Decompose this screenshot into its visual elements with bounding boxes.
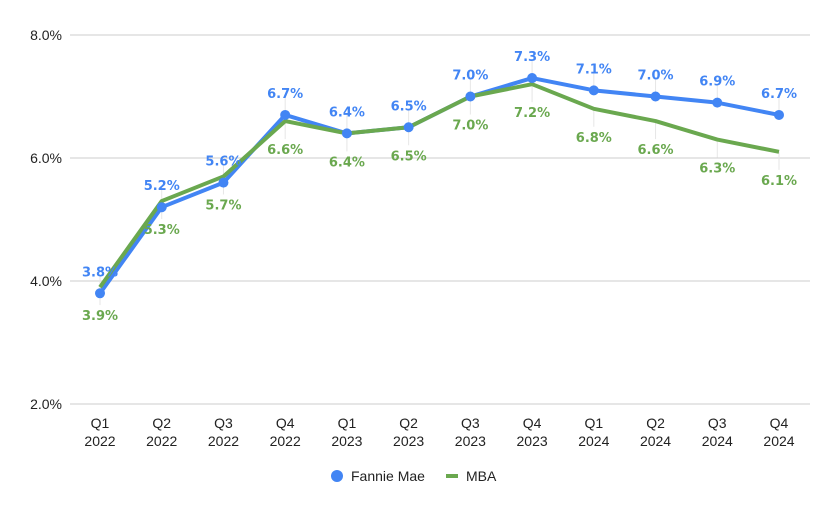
data-label: 6.5% (391, 149, 427, 164)
x-tick-label-year: 2024 (702, 433, 733, 449)
data-label: 7.2% (514, 106, 550, 121)
data-label: 7.0% (638, 69, 674, 84)
data-label: 7.1% (576, 62, 612, 77)
x-tick-label-quarter: Q1 (338, 415, 357, 431)
data-labels: 3.8% 5.2% 5.6% 6.7% 6.4% 6.5% 7.0% 7.3% 7.1% 7.0%… (82, 50, 797, 324)
x-tick-label-year: 2023 (517, 433, 548, 449)
x-tick-label-year: 2022 (84, 433, 115, 449)
data-label: 6.8% (576, 131, 612, 146)
data-label: 5.3% (144, 223, 180, 238)
data-point[interactable] (712, 97, 723, 108)
data-label: 6.3% (699, 162, 735, 177)
y-tick-label: 6.0% (30, 150, 62, 166)
series-line-mba (98, 82, 780, 289)
legend-marker-fannie-mae (331, 470, 343, 482)
gridlines (70, 34, 810, 405)
x-tick-label-quarter: Q3 (214, 415, 233, 431)
data-point[interactable] (774, 109, 784, 120)
data-point[interactable] (218, 177, 229, 188)
x-tick-label-quarter: Q3 (461, 415, 480, 431)
data-point[interactable] (341, 128, 352, 139)
data-label: 5.6% (205, 155, 241, 170)
y-tick-label: 4.0% (30, 273, 62, 289)
data-label: 6.7% (267, 87, 303, 102)
x-tick-label-quarter: Q2 (646, 415, 665, 431)
data-label: 3.9% (82, 309, 118, 324)
series-lines (95, 60, 784, 306)
data-label: 7.3% (514, 50, 550, 65)
legend-marker-mba (446, 474, 458, 478)
x-tick-label-year: 2023 (331, 433, 362, 449)
x-tick-label-year: 2022 (146, 433, 177, 449)
data-label: 6.9% (699, 75, 735, 90)
x-tick-label-quarter: Q1 (584, 415, 603, 431)
x-tick-label-year: 2023 (393, 433, 424, 449)
data-label: 5.7% (205, 198, 241, 213)
data-label: 5.2% (144, 179, 180, 194)
data-label: 7.0% (452, 119, 488, 134)
legend: Fannie Mae MBA (331, 468, 497, 484)
data-label: 3.8% (82, 265, 118, 280)
x-tick-label-quarter: Q2 (152, 415, 171, 431)
data-label: 6.5% (391, 99, 427, 114)
legend-label-mba[interactable]: MBA (466, 468, 497, 484)
y-tick-label: 8.0% (30, 27, 62, 43)
x-tick-label-quarter: Q4 (523, 415, 542, 431)
x-tick-label-quarter: Q1 (91, 415, 110, 431)
data-label: 7.0% (452, 69, 488, 84)
data-label: 6.6% (638, 143, 674, 158)
data-point[interactable] (650, 91, 661, 102)
y-tick-label: 2.0% (30, 396, 62, 412)
data-point[interactable] (588, 85, 599, 96)
y-axis: 2.0% 4.0% 6.0% 8.0% (30, 27, 62, 412)
data-label: 6.7% (761, 87, 797, 102)
x-axis: Q1 2022 Q2 2022 Q3 2022 Q4 2022 Q1 2023 Q2 2023 Q3 20… (84, 415, 794, 449)
x-tick-label-quarter: Q4 (770, 415, 789, 431)
data-point[interactable] (280, 109, 291, 120)
x-tick-label-year: 2022 (270, 433, 301, 449)
x-tick-label-quarter: Q4 (276, 415, 295, 431)
data-point[interactable] (156, 202, 167, 213)
x-tick-label-quarter: Q3 (708, 415, 727, 431)
data-point[interactable] (95, 288, 105, 299)
data-point[interactable] (465, 91, 476, 102)
data-label: 6.6% (267, 143, 303, 158)
x-tick-label-year: 2024 (578, 433, 609, 449)
data-point[interactable] (527, 73, 538, 84)
legend-label-fannie-mae[interactable]: Fannie Mae (351, 468, 425, 484)
data-label: 6.1% (761, 174, 797, 189)
x-tick-label-year: 2024 (763, 433, 794, 449)
x-tick-label-year: 2023 (455, 433, 486, 449)
x-tick-label-year: 2022 (208, 433, 239, 449)
data-point[interactable] (403, 122, 414, 133)
data-label: 6.4% (329, 155, 365, 170)
data-label: 6.4% (329, 105, 365, 120)
x-tick-label-year: 2024 (640, 433, 671, 449)
x-tick-label-quarter: Q2 (399, 415, 418, 431)
